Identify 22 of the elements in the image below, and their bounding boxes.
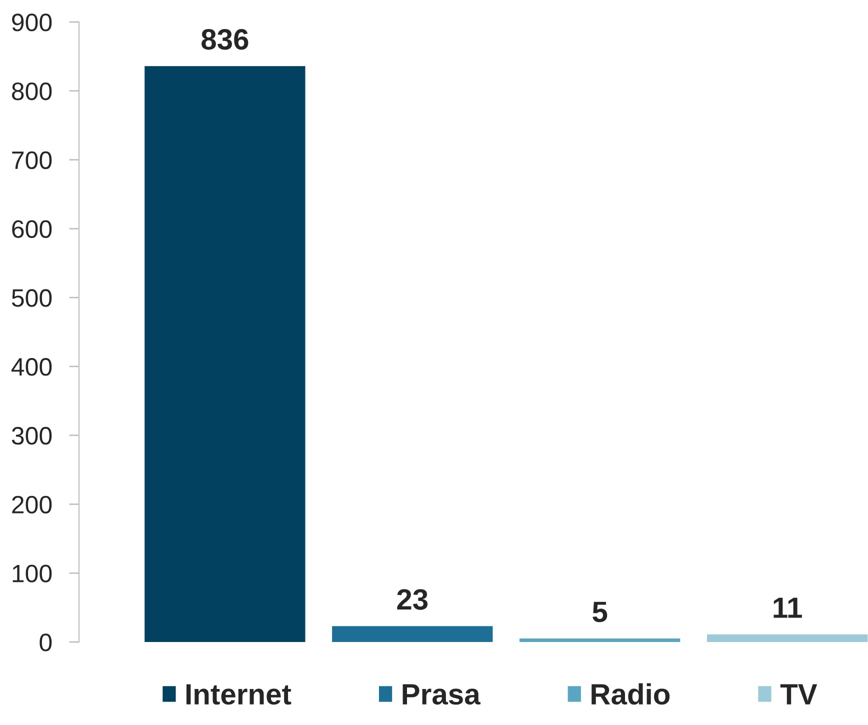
y-tick-label: 400: [11, 358, 52, 376]
data-label: 836: [202, 29, 248, 50]
y-tick-label: 0: [40, 634, 52, 652]
bar: [520, 638, 680, 642]
legend-label: Internet: [186, 684, 292, 705]
y-tick-label: 600: [12, 220, 52, 238]
y-tick-label: 700: [12, 151, 52, 170]
legend-label: Prasa: [402, 684, 480, 705]
y-tick-label: 900: [12, 14, 52, 32]
y-tick-label: 100: [12, 564, 52, 582]
bar: [144, 66, 306, 642]
y-tick-label: 500: [12, 289, 52, 307]
y-tick-label: 800: [12, 82, 52, 100]
data-label: 11: [774, 598, 802, 618]
bar: [332, 626, 493, 642]
y-tick-label: 300: [12, 426, 52, 445]
y-tick-label: 200: [12, 496, 52, 514]
data-label: 23: [397, 589, 428, 610]
bar: [706, 634, 868, 642]
data-label: 5: [592, 602, 608, 622]
legend-label: Radio: [592, 683, 670, 705]
legend-label: TV: [780, 684, 818, 704]
